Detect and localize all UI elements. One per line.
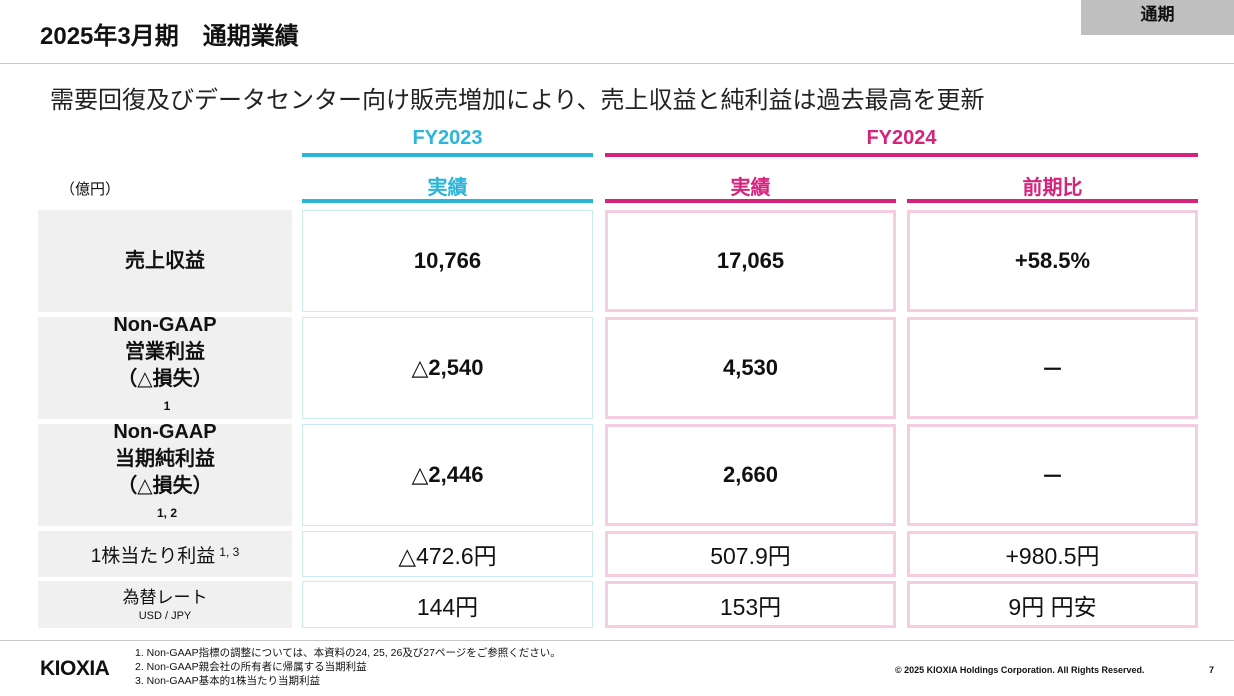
subtitle: 需要回復及びデータセンター向け販売増加により、売上収益と純利益は過去最高を更新: [50, 87, 985, 114]
column-header: 実績: [427, 177, 468, 199]
row-label-line: 当期純利益: [114, 448, 215, 470]
row-label: 売上収益: [38, 210, 292, 312]
divider: [302, 153, 593, 157]
period-fy2024: FY2024: [866, 127, 937, 149]
row-label-line: 営業利益: [124, 341, 205, 363]
table-cell: △2,540: [302, 317, 593, 419]
divider: [302, 199, 593, 203]
table-cell: 144円: [302, 581, 593, 628]
footnote-ref: 1: [163, 399, 171, 413]
row-label-line: 為替レート: [122, 587, 208, 607]
footnote: 1. Non-GAAP指標の調整については、本資料の24, 25, 26及び27…: [135, 647, 561, 659]
table-cell: 507.9円: [605, 531, 896, 577]
unit-label: （億円）: [60, 181, 121, 198]
table-cell: △472.6円: [302, 531, 593, 577]
footnote-ref: 1, 3: [219, 544, 240, 559]
footnote: 3. Non-GAAP基本的1株当たり当期利益: [135, 675, 320, 687]
table-cell: －: [907, 424, 1198, 526]
divider: [605, 199, 896, 203]
table-cell: －: [907, 317, 1198, 419]
table-cell: 9円 円安: [907, 581, 1198, 628]
page-title: 2025年3月期 通期業績: [40, 23, 299, 50]
divider: [0, 63, 1234, 64]
row-label-line: Non-GAAP: [113, 314, 217, 336]
table-cell: 2,660: [605, 424, 896, 526]
table-cell: 17,065: [605, 210, 896, 312]
divider: [605, 153, 1198, 157]
row-label-line: 1株当たり利益: [90, 545, 216, 567]
footnote: 2. Non-GAAP親会社の所有者に帰属する当期利益: [135, 661, 367, 673]
row-label: Non-GAAP 営業利益 （△損失） 1: [38, 314, 292, 419]
column-header: 実績: [730, 177, 771, 199]
row-label: 為替レート USD / JPY: [38, 581, 292, 628]
period-tag: 通期: [1081, 0, 1234, 35]
row-label: Non-GAAP 当期純利益 （△損失） 1, 2: [38, 421, 292, 526]
copyright: © 2025 KIOXIA Holdings Corporation. All …: [895, 665, 1145, 675]
row-label-line: （△損失）: [117, 475, 213, 497]
column-header: 前期比: [1022, 177, 1083, 199]
kioxia-logo: KIOXIA: [40, 657, 110, 680]
table-cell: +58.5%: [907, 210, 1198, 312]
row-label-line: Non-GAAP: [113, 421, 217, 443]
row-label-line: （△損失）: [117, 368, 213, 390]
table-cell: 4,530: [605, 317, 896, 419]
page-number: 7: [1209, 665, 1215, 675]
table-cell: △2,446: [302, 424, 593, 526]
table-cell: +980.5円: [907, 531, 1198, 577]
period-fy2023: FY2023: [412, 127, 483, 149]
divider: [0, 640, 1234, 641]
divider: [907, 199, 1198, 203]
row-label: 1株当たり利益 1, 3: [38, 531, 292, 577]
table-cell: 10,766: [302, 210, 593, 312]
footnote-ref: 1, 2: [156, 506, 177, 520]
row-label-line: USD / JPY: [138, 609, 192, 622]
row-label-line: 売上収益: [125, 249, 205, 272]
table-cell: 153円: [605, 581, 896, 628]
